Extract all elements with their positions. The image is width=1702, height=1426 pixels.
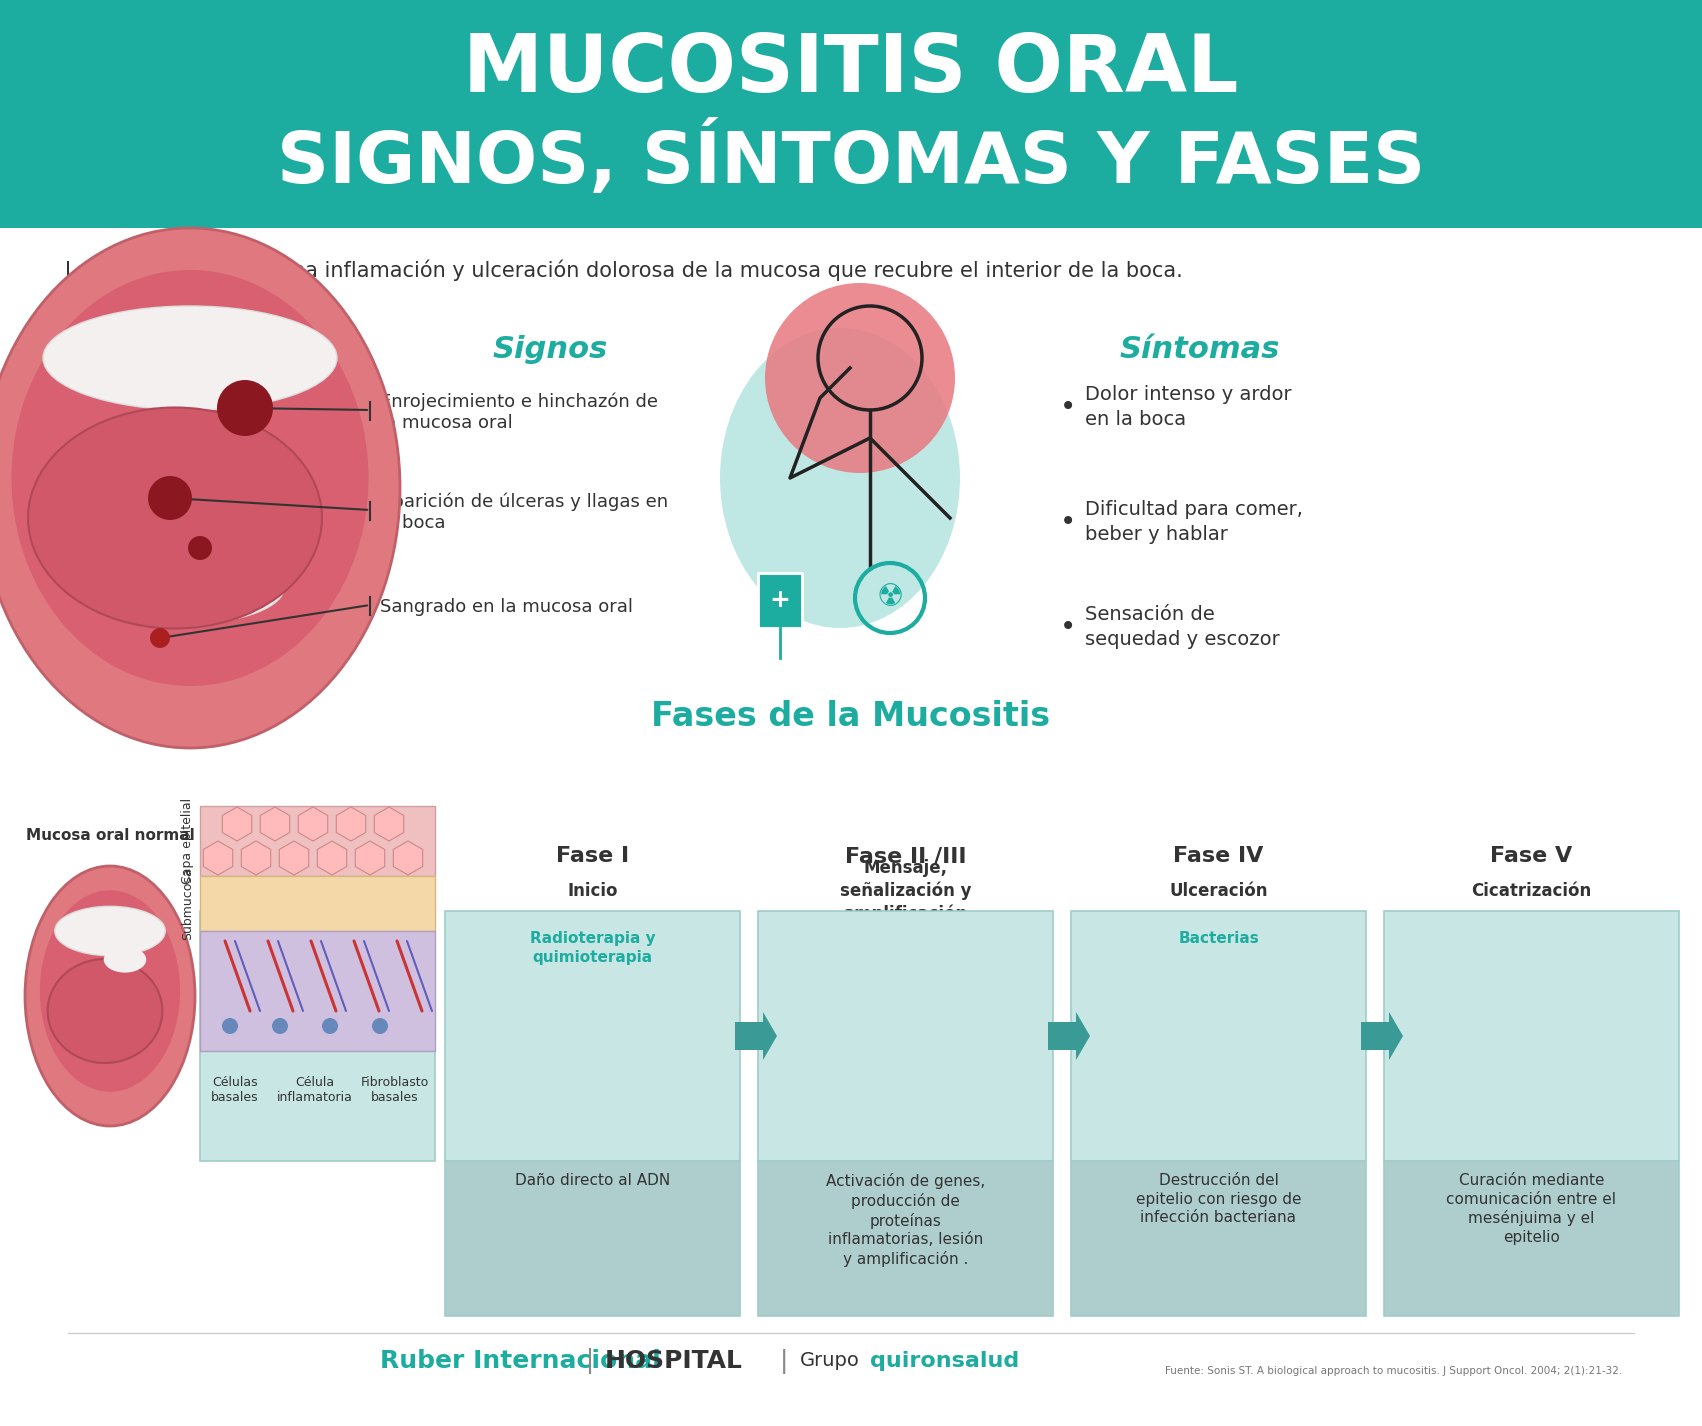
Bar bbox=[444, 1161, 740, 1316]
Text: Radioterapia y
quimioterapia: Radioterapia y quimioterapia bbox=[529, 931, 655, 964]
Text: Curación mediante
comunicación entre el
mesénjuima y el
epitelio: Curación mediante comunicación entre el … bbox=[1447, 1174, 1617, 1245]
FancyArrow shape bbox=[1362, 1012, 1402, 1060]
Text: Fase IV: Fase IV bbox=[1173, 846, 1263, 866]
Circle shape bbox=[221, 1018, 238, 1034]
Ellipse shape bbox=[0, 228, 400, 749]
Bar bbox=[1384, 1161, 1678, 1316]
Bar bbox=[201, 931, 436, 1051]
Text: Fase I: Fase I bbox=[557, 846, 630, 866]
Text: Célula
inflamatoria: Célula inflamatoria bbox=[277, 1077, 352, 1104]
Text: Fibroblasto
basales: Fibroblasto basales bbox=[361, 1077, 429, 1104]
Text: HOSPITAL: HOSPITAL bbox=[604, 1349, 742, 1373]
Text: Fuente: Sonis ST. A biological approach to mucositis. J Support Oncol. 2004; 2(1: Fuente: Sonis ST. A biological approach … bbox=[1164, 1366, 1622, 1376]
Text: MUCOSITIS ORAL: MUCOSITIS ORAL bbox=[463, 31, 1239, 108]
Bar bbox=[0, 220, 1702, 228]
Bar bbox=[1071, 1161, 1367, 1316]
Bar bbox=[757, 573, 802, 627]
Ellipse shape bbox=[39, 890, 180, 1092]
Text: Activación de genes,
producción de
proteínas
inflamatorias, lesión
y amplificaci: Activación de genes, producción de prote… bbox=[825, 1174, 985, 1268]
Bar bbox=[757, 1161, 1054, 1316]
FancyArrow shape bbox=[1048, 1012, 1089, 1060]
Circle shape bbox=[150, 627, 170, 647]
Bar bbox=[201, 911, 436, 1161]
Text: Ruber Internacional: Ruber Internacional bbox=[380, 1349, 660, 1373]
Circle shape bbox=[216, 379, 272, 436]
Ellipse shape bbox=[26, 866, 196, 1127]
Text: Fase V: Fase V bbox=[1491, 846, 1573, 866]
Circle shape bbox=[148, 476, 192, 520]
Text: Dolor intenso y ardor
en la boca: Dolor intenso y ardor en la boca bbox=[1084, 385, 1292, 429]
Text: |: | bbox=[780, 1349, 788, 1373]
Text: Síntomas: Síntomas bbox=[1120, 335, 1280, 365]
Ellipse shape bbox=[95, 550, 284, 623]
Ellipse shape bbox=[27, 408, 322, 629]
Text: Sangrado en la mucosa oral: Sangrado en la mucosa oral bbox=[380, 597, 633, 616]
FancyArrow shape bbox=[735, 1012, 778, 1060]
Bar bbox=[0, 0, 1702, 220]
Text: Inicio: Inicio bbox=[567, 883, 618, 900]
Text: Fases de la Mucositis: Fases de la Mucositis bbox=[652, 700, 1050, 733]
Text: •: • bbox=[1060, 613, 1076, 642]
Ellipse shape bbox=[720, 328, 960, 627]
Bar bbox=[1071, 911, 1367, 1161]
Ellipse shape bbox=[48, 960, 162, 1062]
Text: Signos: Signos bbox=[492, 335, 608, 365]
Text: •: • bbox=[1060, 394, 1076, 421]
Circle shape bbox=[272, 1018, 288, 1034]
Bar bbox=[201, 876, 436, 931]
Text: Cicatrización: Cicatrización bbox=[1471, 883, 1591, 900]
Text: +: + bbox=[769, 588, 790, 612]
Text: La mucositis oral es una inflamación y ulceración dolorosa de la mucosa que recu: La mucositis oral es una inflamación y u… bbox=[65, 260, 1183, 281]
Text: Fase II /III: Fase II /III bbox=[844, 846, 967, 866]
Text: quironsalud: quironsalud bbox=[870, 1350, 1019, 1370]
Text: SIGNOS, SÍNTOMAS Y FASES: SIGNOS, SÍNTOMAS Y FASES bbox=[277, 123, 1425, 198]
Text: Capa epitelial: Capa epitelial bbox=[182, 799, 194, 884]
Text: Bacterias: Bacterias bbox=[1178, 931, 1259, 945]
Text: Destrucción del
epitelio con riesgo de
infección bacteriana: Destrucción del epitelio con riesgo de i… bbox=[1135, 1174, 1302, 1225]
Text: Grupo: Grupo bbox=[800, 1352, 860, 1370]
Bar bbox=[1384, 911, 1678, 1161]
Ellipse shape bbox=[43, 307, 337, 411]
Text: Dificultad para comer,
beber y hablar: Dificultad para comer, beber y hablar bbox=[1084, 501, 1302, 543]
Bar bbox=[201, 806, 436, 876]
Bar bbox=[444, 911, 740, 1161]
Text: Células
basales: Células basales bbox=[211, 1077, 259, 1104]
Bar bbox=[757, 911, 1054, 1161]
Circle shape bbox=[373, 1018, 388, 1034]
Text: Enrojecimiento e hinchazón de
la mucosa oral: Enrojecimiento e hinchazón de la mucosa … bbox=[380, 392, 659, 432]
Circle shape bbox=[322, 1018, 339, 1034]
Text: ☢: ☢ bbox=[877, 583, 904, 613]
Circle shape bbox=[187, 536, 213, 560]
Text: Daño directo al ADN: Daño directo al ADN bbox=[516, 1174, 671, 1188]
Circle shape bbox=[764, 282, 955, 473]
Ellipse shape bbox=[104, 947, 146, 973]
Text: Ulceración: Ulceración bbox=[1169, 883, 1268, 900]
Text: •: • bbox=[1060, 508, 1076, 536]
Ellipse shape bbox=[12, 270, 369, 686]
Text: Mensaje,
señalización y
amplificación: Mensaje, señalización y amplificación bbox=[839, 858, 972, 923]
Ellipse shape bbox=[54, 907, 165, 955]
Text: Sensación de
sequedad y escozor: Sensación de sequedad y escozor bbox=[1084, 605, 1280, 649]
Text: Aparición de úlceras y llagas en
la boca: Aparición de úlceras y llagas en la boca bbox=[380, 492, 669, 532]
Text: Mucosa oral normal: Mucosa oral normal bbox=[26, 829, 194, 844]
Text: Submucosa: Submucosa bbox=[182, 867, 194, 940]
